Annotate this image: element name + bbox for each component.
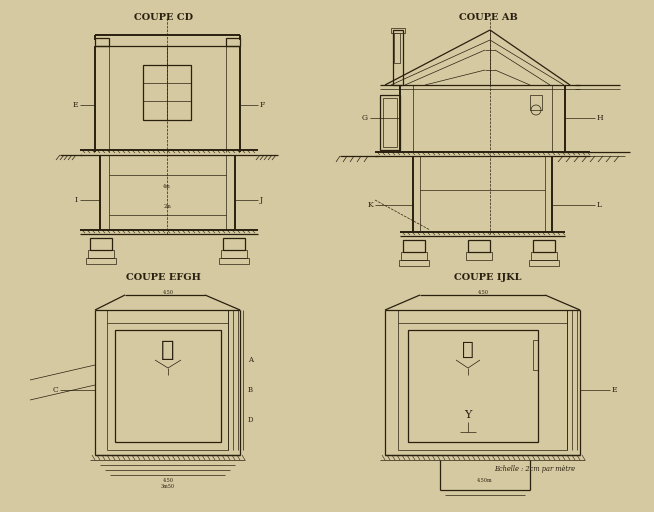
Bar	[90, 238, 112, 250]
Bar	[393, 30, 403, 85]
Text: 4.50: 4.50	[477, 289, 489, 294]
Bar	[394, 33, 400, 63]
Text: Echelle : 2cm par mètre: Echelle : 2cm par mètre	[494, 465, 575, 473]
Bar	[221, 250, 247, 258]
Bar	[391, 28, 405, 33]
Bar	[95, 38, 109, 46]
Text: 4.50: 4.50	[162, 289, 173, 294]
Bar	[383, 98, 397, 147]
Bar	[533, 240, 555, 252]
Bar	[408, 330, 538, 442]
Bar	[143, 65, 191, 120]
Text: COUPE EFGH: COUPE EFGH	[126, 273, 200, 283]
Text: B: B	[248, 386, 253, 394]
Text: COUPE IJKL: COUPE IJKL	[455, 273, 522, 283]
Text: ⌢: ⌢	[462, 341, 474, 359]
Bar	[88, 250, 114, 258]
Text: G: G	[362, 114, 368, 122]
Text: J: J	[260, 196, 263, 204]
Text: D: D	[248, 416, 254, 424]
Text: K: K	[368, 201, 373, 209]
Text: ⌢: ⌢	[162, 339, 175, 361]
Bar	[530, 95, 542, 110]
Text: 4m: 4m	[163, 184, 171, 189]
Bar	[115, 330, 221, 442]
Text: COUPE CD: COUPE CD	[133, 13, 192, 23]
Bar	[223, 238, 245, 250]
Text: 2m: 2m	[163, 204, 171, 209]
Text: 3m50: 3m50	[161, 483, 175, 488]
Bar	[466, 252, 492, 260]
Text: I: I	[75, 196, 78, 204]
Text: F: F	[260, 101, 266, 109]
Text: 4.50: 4.50	[162, 478, 173, 482]
Bar	[219, 258, 249, 264]
Bar	[529, 260, 559, 266]
Bar	[533, 340, 538, 370]
Bar	[399, 260, 429, 266]
Text: COUPE AB: COUPE AB	[458, 13, 517, 23]
Bar	[531, 252, 557, 260]
Text: 4.50m: 4.50m	[477, 478, 493, 482]
Text: E: E	[73, 101, 78, 109]
Bar	[380, 95, 400, 150]
Text: L: L	[597, 201, 602, 209]
Bar	[226, 38, 240, 46]
Bar	[468, 240, 490, 252]
Text: H: H	[597, 114, 604, 122]
Text: E: E	[612, 386, 617, 394]
Text: A: A	[248, 356, 253, 364]
Text: Y: Y	[464, 410, 472, 420]
Bar	[403, 240, 425, 252]
Text: C: C	[52, 386, 58, 394]
Bar	[86, 258, 116, 264]
Bar	[401, 252, 427, 260]
